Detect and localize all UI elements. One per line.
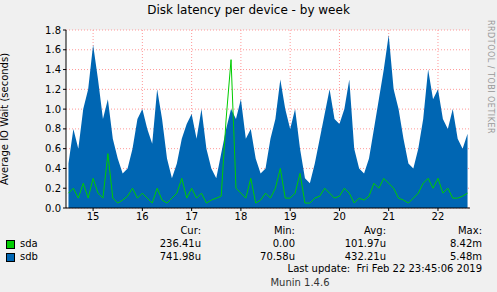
html-text:741.98u: 741.98u bbox=[159, 251, 201, 262]
svg-text:0.0: 0.0 bbox=[45, 203, 61, 214]
svg-text:18: 18 bbox=[235, 211, 248, 222]
html-text:101.97u: 101.97u bbox=[344, 238, 386, 249]
html-text:sdb: sdb bbox=[20, 251, 38, 262]
svg-text:20: 20 bbox=[333, 211, 346, 222]
html-text:5.48m: 5.48m bbox=[450, 251, 482, 262]
svg-text:1.2: 1.2 bbox=[45, 84, 61, 95]
html-text:Cur:: Cur: bbox=[180, 225, 201, 236]
html-text:Max:: Max: bbox=[458, 225, 482, 236]
html-text:RRDTOOL / TOBI OETIKER: RRDTOOL / TOBI OETIKER bbox=[486, 20, 495, 134]
svg-text:15: 15 bbox=[87, 211, 100, 222]
html-text:8.42m: 8.42m bbox=[450, 238, 482, 249]
svg-text:0.2: 0.2 bbox=[45, 183, 61, 194]
svg-text:19: 19 bbox=[284, 211, 297, 222]
svg-text:0.8: 0.8 bbox=[45, 123, 61, 134]
html-text:Min:: Min: bbox=[273, 225, 295, 236]
svg-text:16: 16 bbox=[136, 211, 149, 222]
html-text:sda: sda bbox=[20, 238, 38, 249]
html-text:0.00: 0.00 bbox=[272, 238, 295, 249]
svg-text:22: 22 bbox=[432, 211, 445, 222]
html-text:432.21u: 432.21u bbox=[344, 251, 386, 262]
html-text:Avg:: Avg: bbox=[364, 225, 386, 236]
svg-text:17: 17 bbox=[185, 211, 198, 222]
html-text:Disk latency per device - by w: Disk latency per device - by week bbox=[147, 3, 350, 17]
svg-text:21: 21 bbox=[382, 211, 395, 222]
svg-text:1.0: 1.0 bbox=[45, 104, 61, 115]
svg-text:0.4: 0.4 bbox=[45, 163, 61, 174]
html-text:Munin 1.4.6: Munin 1.4.6 bbox=[270, 277, 330, 288]
html-text:236.41u: 236.41u bbox=[159, 238, 201, 249]
svg-text:Average IO Wait (seconds): Average IO Wait (seconds) bbox=[8, 53, 10, 185]
svg-text:0.6: 0.6 bbox=[45, 143, 61, 154]
svg-text:1.8: 1.8 bbox=[45, 25, 61, 36]
html-text:Last update: Fri Feb 22 23:45:: Last update: Fri Feb 22 23:45:06 2019 bbox=[287, 263, 482, 274]
svg-text:1.4: 1.4 bbox=[45, 64, 61, 75]
svg-text:1.6: 1.6 bbox=[45, 44, 61, 55]
html-text:70.58u: 70.58u bbox=[260, 251, 295, 262]
